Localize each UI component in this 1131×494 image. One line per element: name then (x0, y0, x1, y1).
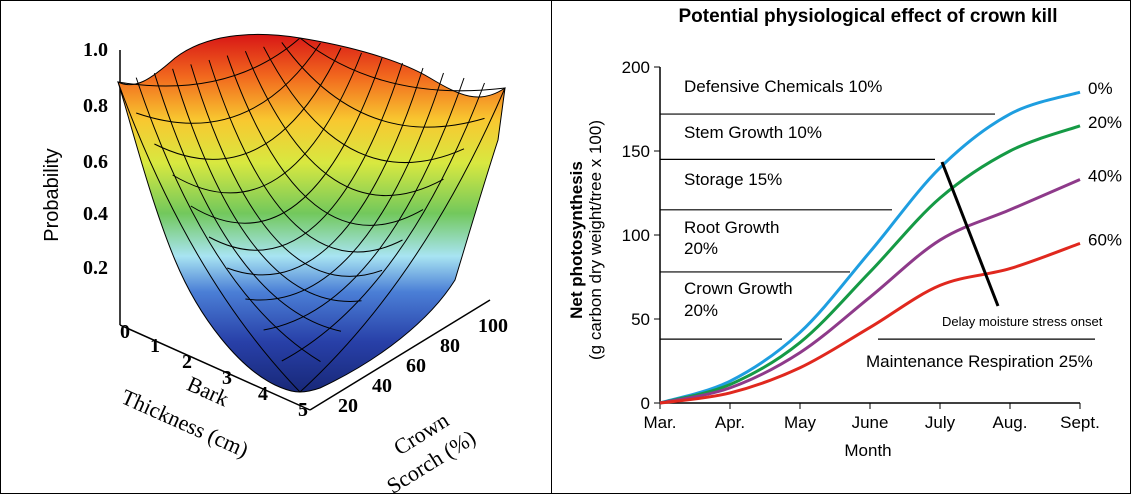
y-tick-label: 80 (440, 335, 460, 357)
mesh-line (154, 47, 342, 160)
x-tick-labels: 0 1 2 3 4 5 (120, 321, 308, 421)
x-tick-label: 5 (298, 399, 308, 421)
x-tick-label: 3 (222, 367, 232, 389)
z-tick-label: 0.2 (83, 257, 108, 279)
x-tick-label: 4 (258, 383, 268, 405)
mesh-line (263, 77, 465, 331)
probability-surface (117, 34, 506, 393)
y-tick-label: 40 (372, 375, 392, 397)
mesh-line (299, 87, 506, 393)
mesh-line (281, 42, 485, 128)
x-tick-label: 2 (182, 351, 192, 373)
mesh-line (281, 82, 485, 362)
mesh-line (172, 52, 362, 194)
y-tick-labels: 20 40 60 80 100 (338, 315, 508, 417)
panel-divider (551, 0, 552, 494)
mesh-line (172, 68, 362, 302)
z-tick-label: 0.6 (83, 151, 108, 173)
mesh-line (136, 42, 321, 124)
surface-axes (119, 50, 491, 411)
x-axis-line (119, 324, 311, 411)
mesh-line (117, 81, 301, 393)
y-tick-label: 20 (338, 395, 358, 417)
y-tick-label: 60 (406, 355, 426, 377)
mesh-line (190, 64, 383, 277)
mesh-line (117, 37, 301, 87)
y-axis-line (309, 299, 491, 411)
surface-chart: 1.0 0.8 0.6 0.4 0.2 Probability 0 1 2 3 … (41, 34, 508, 494)
mesh-line (244, 51, 444, 196)
z-axis-title: Probability (41, 148, 63, 241)
mesh-line (227, 67, 424, 276)
z-tick-label: 0.4 (83, 203, 108, 225)
mesh-line (208, 59, 403, 253)
mesh-line (190, 57, 383, 224)
surface-mesh (117, 37, 506, 393)
z-tick-label: 0.8 (83, 95, 108, 117)
mesh-line (263, 46, 465, 163)
x-tick-label: 0 (120, 321, 130, 343)
y-tick-label: 100 (478, 315, 508, 337)
x-tick-label: 1 (150, 335, 160, 357)
mesh-line (135, 77, 321, 363)
z-tick-labels: 1.0 0.8 0.6 0.4 0.2 (83, 39, 108, 279)
mesh-line (299, 37, 506, 92)
x-axis-title-line2: Thickness (cm) (118, 384, 253, 462)
mesh-line (245, 72, 444, 301)
mesh-line (226, 55, 424, 226)
mesh-line (153, 73, 342, 332)
z-tick-label: 1.0 (83, 39, 108, 61)
